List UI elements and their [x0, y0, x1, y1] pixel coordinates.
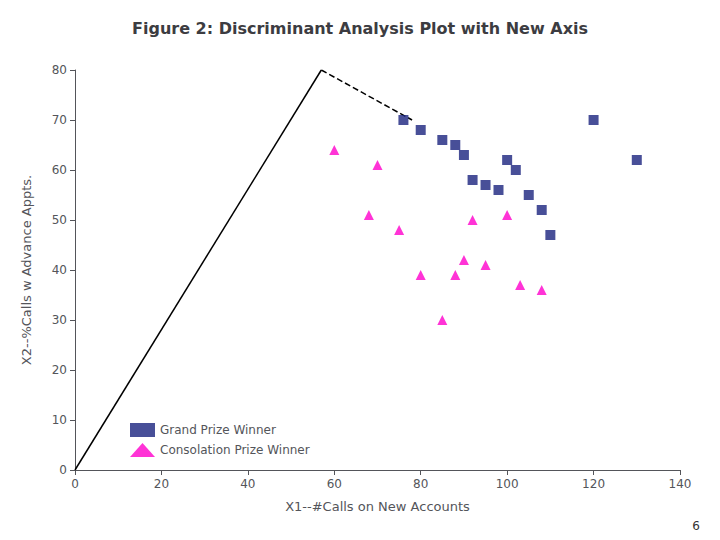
svg-text:20: 20	[154, 477, 169, 491]
svg-text:20: 20	[52, 363, 67, 377]
svg-text:40: 40	[52, 263, 67, 277]
svg-text:6: 6	[692, 519, 700, 533]
svg-text:70: 70	[52, 113, 67, 127]
svg-text:120: 120	[582, 477, 605, 491]
svg-text:40: 40	[240, 477, 255, 491]
svg-text:X1--#Calls on New Accounts: X1--#Calls on New Accounts	[285, 499, 470, 514]
svg-text:80: 80	[52, 63, 67, 77]
svg-text:Consolation Prize Winner: Consolation Prize Winner	[160, 443, 310, 457]
svg-text:50: 50	[52, 213, 67, 227]
svg-text:0: 0	[59, 463, 67, 477]
svg-text:80: 80	[413, 477, 428, 491]
svg-text:Figure 2: Discriminant Analysi: Figure 2: Discriminant Analysis Plot wit…	[132, 19, 588, 38]
svg-text:100: 100	[496, 477, 519, 491]
svg-text:X2--%Calls w Advance Appts.: X2--%Calls w Advance Appts.	[19, 175, 34, 365]
svg-text:10: 10	[52, 413, 67, 427]
svg-text:Grand Prize Winner: Grand Prize Winner	[160, 423, 276, 437]
svg-text:60: 60	[52, 163, 67, 177]
svg-text:30: 30	[52, 313, 67, 327]
svg-text:60: 60	[327, 477, 342, 491]
svg-text:0: 0	[71, 477, 79, 491]
svg-text:140: 140	[669, 477, 692, 491]
